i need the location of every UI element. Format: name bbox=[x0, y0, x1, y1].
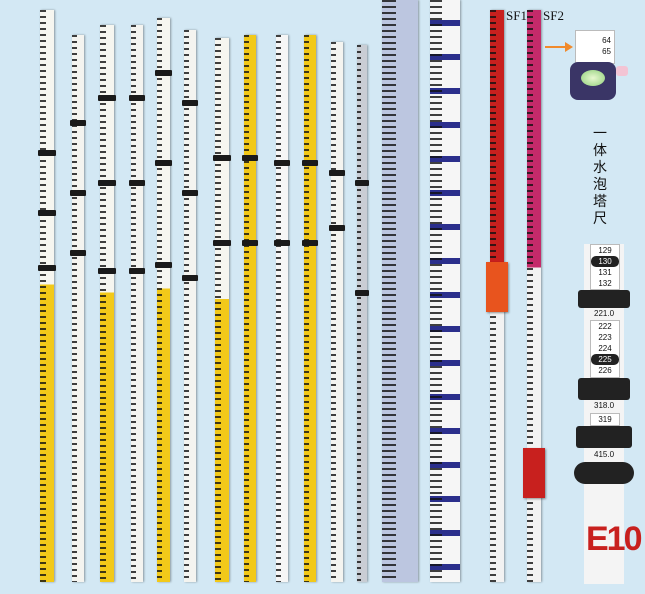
staff-joint bbox=[274, 240, 290, 246]
leveling-staff bbox=[242, 35, 258, 582]
staff-joint bbox=[129, 180, 145, 186]
reading: 224 bbox=[598, 344, 612, 353]
scale-ticks bbox=[72, 35, 77, 582]
staff-joint bbox=[98, 268, 116, 274]
staff-joint bbox=[70, 120, 86, 126]
leveling-staff bbox=[129, 25, 145, 582]
reading: 225 bbox=[591, 354, 619, 365]
reading: 319 bbox=[598, 415, 612, 424]
scale-ticks bbox=[430, 0, 442, 582]
leveling-staff bbox=[274, 35, 290, 582]
reading: 131 bbox=[598, 268, 612, 277]
leveling-staff bbox=[329, 42, 345, 582]
scale-ticks bbox=[157, 18, 163, 582]
reading: 318.0 bbox=[594, 401, 615, 410]
reading: 222 bbox=[598, 322, 612, 331]
scale-ticks bbox=[382, 0, 397, 582]
staff-joint bbox=[98, 95, 116, 101]
staff-joint bbox=[213, 240, 231, 246]
knob-icon bbox=[616, 66, 628, 76]
leveling-staff bbox=[38, 10, 56, 582]
leveling-staff bbox=[382, 0, 418, 582]
staff-joint bbox=[242, 240, 258, 246]
staff-joint bbox=[355, 180, 369, 186]
scale-ticks bbox=[276, 35, 281, 582]
leveling-staff bbox=[213, 38, 231, 582]
reading: 223 bbox=[598, 333, 612, 342]
leveling-staff bbox=[70, 35, 86, 582]
staff-joint bbox=[182, 100, 198, 106]
scale-ticks bbox=[244, 35, 249, 582]
reading: 132 bbox=[598, 279, 612, 288]
arrow-icon bbox=[545, 46, 567, 48]
staff-joint bbox=[98, 180, 116, 186]
staff-joint bbox=[38, 265, 56, 271]
arrow-head-icon bbox=[565, 42, 573, 52]
scale-ticks bbox=[40, 10, 46, 582]
staff-joint bbox=[70, 250, 86, 256]
leveling-staff bbox=[155, 18, 172, 582]
leveling-staff bbox=[182, 30, 198, 582]
detail-section-2: 222 223 224 225 226 bbox=[590, 320, 620, 378]
leveling-staff bbox=[355, 45, 369, 582]
staff-joint bbox=[302, 240, 318, 246]
staff-joint bbox=[182, 190, 198, 196]
staff-joint bbox=[213, 155, 231, 161]
collar bbox=[578, 378, 630, 400]
detail-section-1: 129 130 131 132 bbox=[590, 244, 620, 290]
collar bbox=[578, 290, 630, 308]
scale-ticks bbox=[215, 38, 221, 582]
staff-joint bbox=[182, 275, 198, 281]
leveling-staff bbox=[430, 0, 460, 582]
reading: 130 bbox=[591, 256, 619, 267]
level-scale-inset: 64 65 bbox=[575, 30, 615, 64]
staff-joint bbox=[329, 170, 345, 176]
staff-joint bbox=[129, 95, 145, 101]
staff-joint bbox=[38, 210, 56, 216]
scale-ticks bbox=[357, 45, 361, 582]
scale-ticks bbox=[100, 25, 106, 582]
leveling-staff bbox=[98, 25, 116, 582]
staff-joint bbox=[274, 160, 290, 166]
scale-ticks bbox=[331, 42, 336, 582]
collar bbox=[576, 426, 632, 448]
collar bbox=[574, 462, 634, 484]
reading: 129 bbox=[598, 246, 612, 255]
leveling-staff bbox=[527, 10, 541, 582]
staff-joint bbox=[38, 150, 56, 156]
reading: 415.0 bbox=[594, 450, 615, 459]
bubble-vial bbox=[581, 70, 605, 86]
scale-ticks bbox=[527, 10, 533, 582]
scale-ticks bbox=[131, 25, 136, 582]
reading: 221.0 bbox=[594, 309, 615, 318]
staff-joint bbox=[155, 70, 172, 76]
reading: 65 bbox=[602, 47, 611, 56]
staff-handle bbox=[523, 448, 545, 498]
scale-ticks bbox=[184, 30, 189, 582]
staff-joint bbox=[155, 160, 172, 166]
sf2-label: SF2 bbox=[543, 8, 564, 23]
staff-joint bbox=[329, 225, 345, 231]
bottom-mark: E10 bbox=[586, 520, 642, 558]
staff-joint bbox=[70, 190, 86, 196]
detail-section-3: 319 bbox=[590, 413, 620, 426]
staff-joint bbox=[302, 160, 318, 166]
staff-joint bbox=[242, 155, 258, 161]
scale-ticks bbox=[304, 35, 309, 582]
staff-joint bbox=[129, 268, 145, 274]
caption-text: 一体水泡塔尺 bbox=[593, 126, 607, 227]
leveling-staff bbox=[302, 35, 318, 582]
reading: 64 bbox=[602, 36, 611, 45]
sf1-label: SF1 bbox=[506, 8, 527, 23]
staff-handle bbox=[486, 262, 508, 312]
staff-joint bbox=[155, 262, 172, 268]
staff-joint bbox=[355, 290, 369, 296]
reading: 226 bbox=[598, 366, 612, 375]
